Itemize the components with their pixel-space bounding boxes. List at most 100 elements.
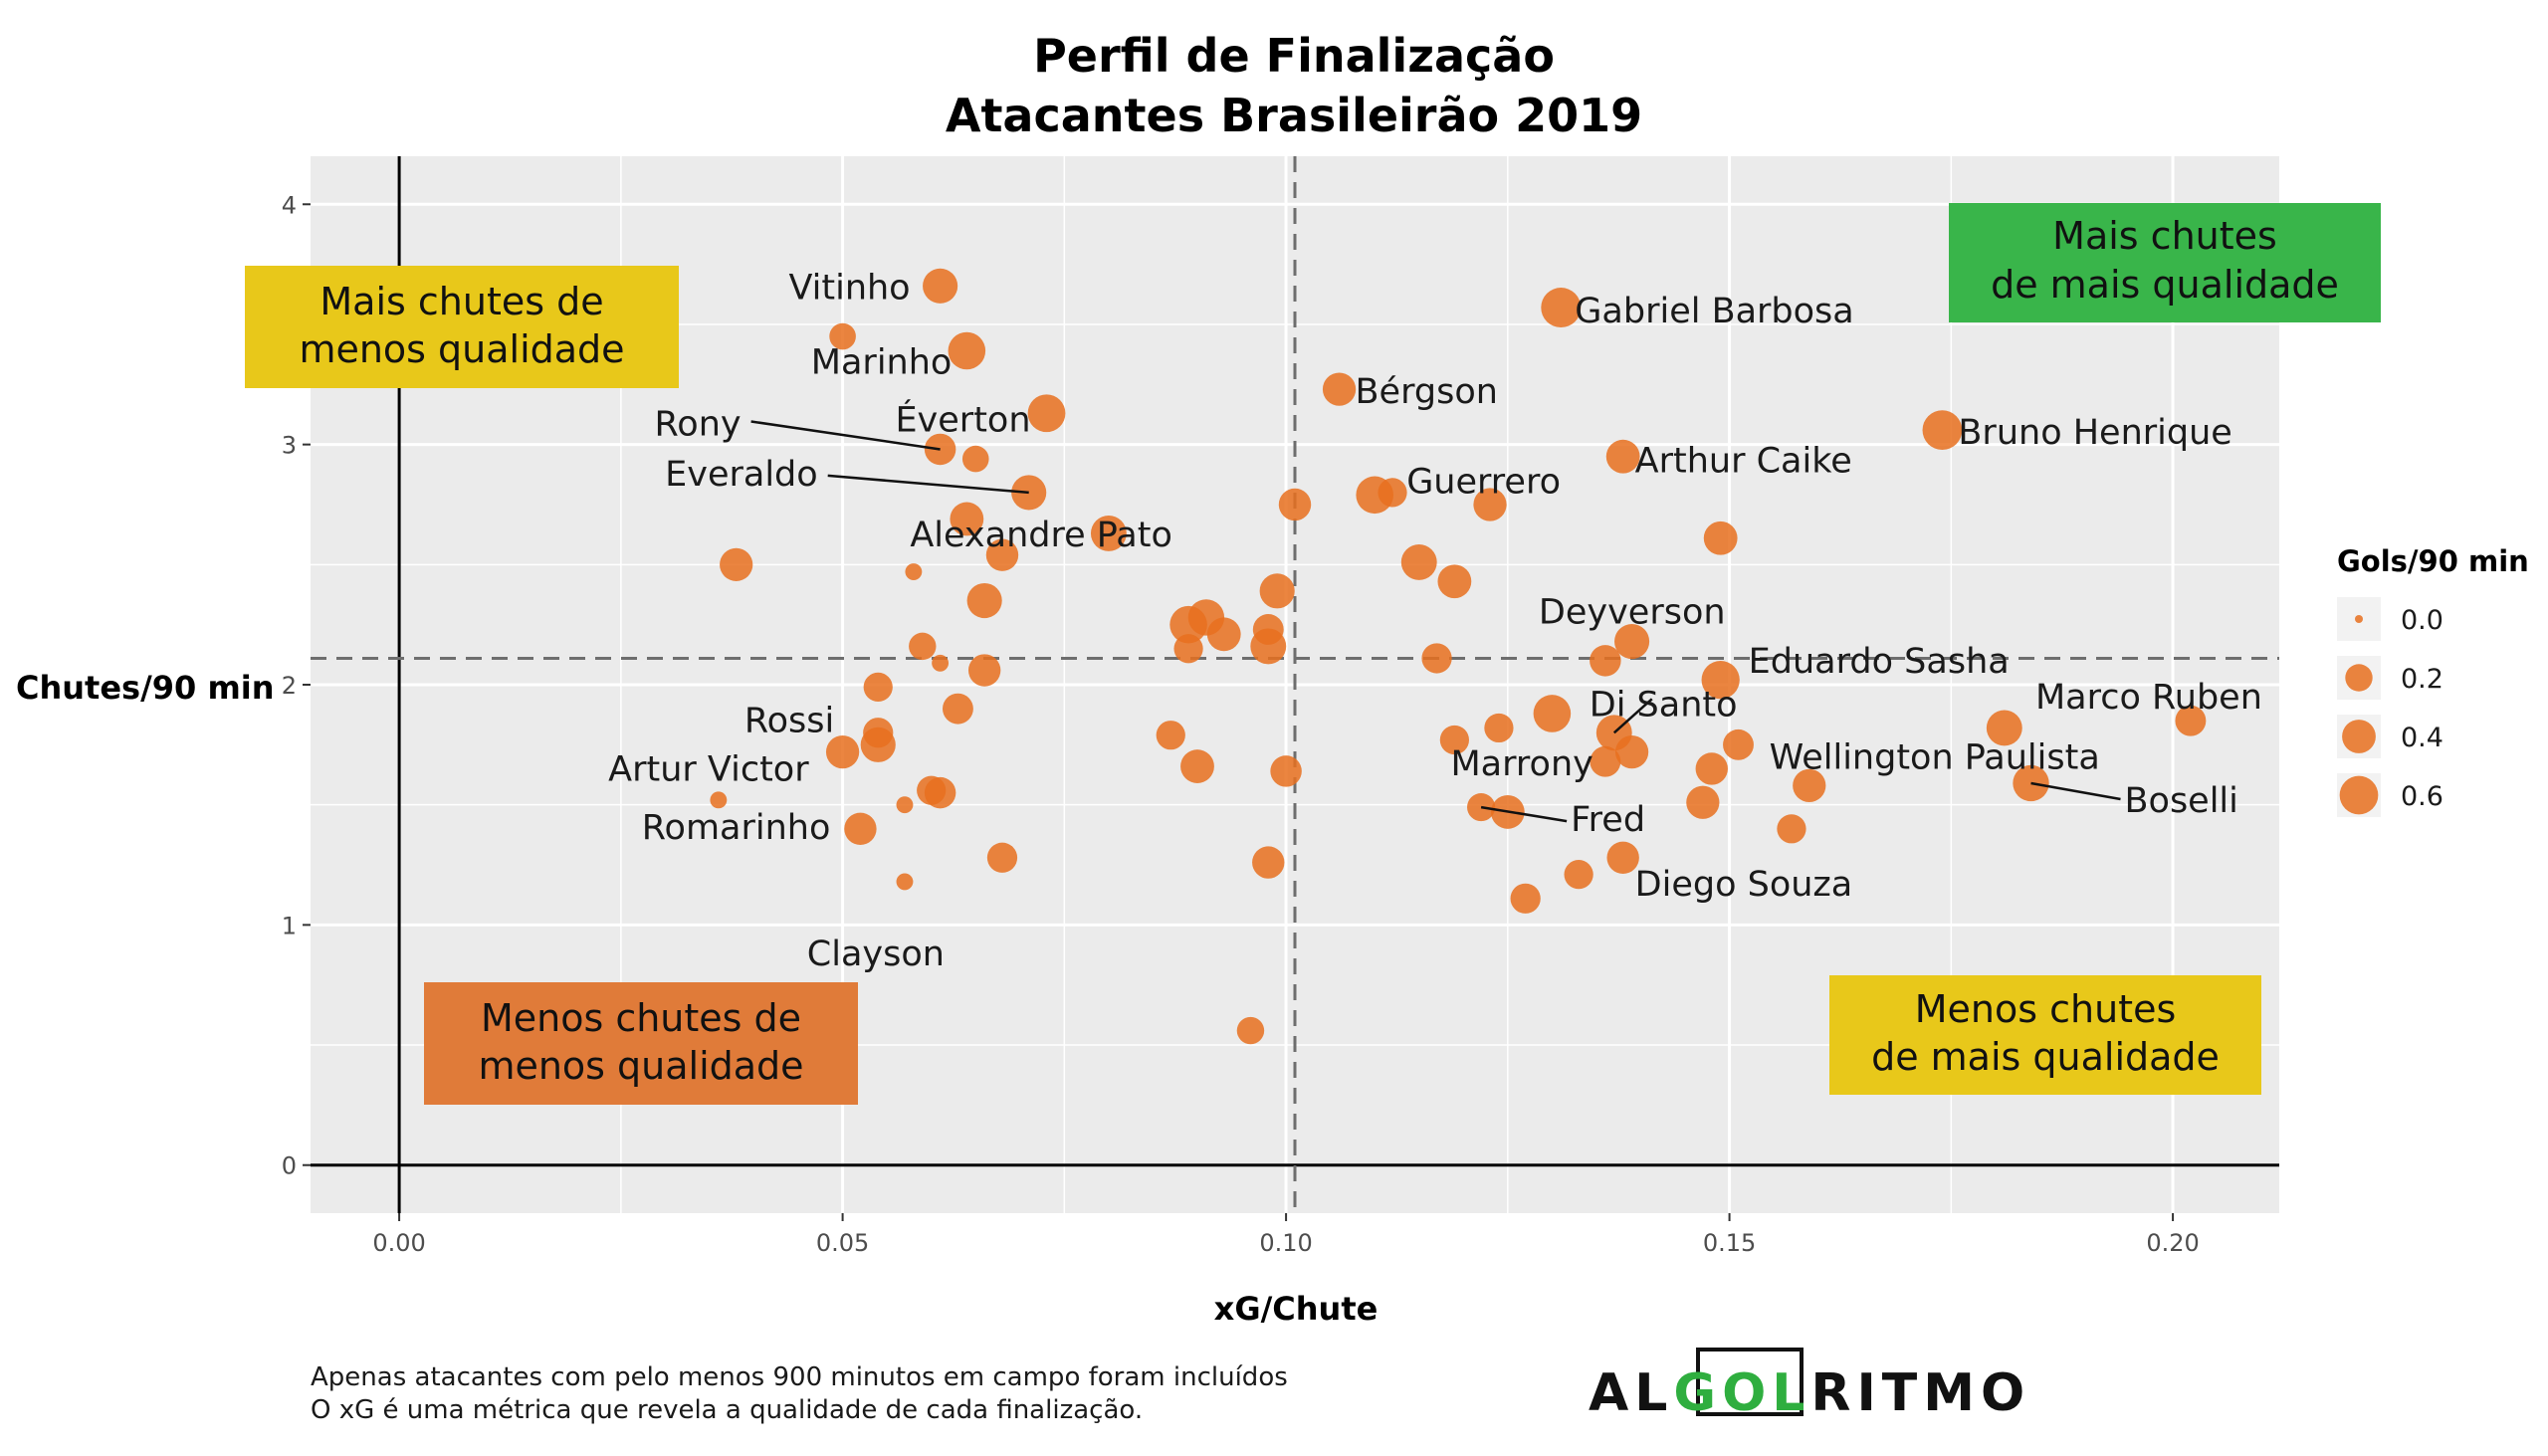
footnote-line2: O xG é uma métrica que revela a qualidad… bbox=[311, 1395, 1143, 1425]
x-tick-label: 0.05 bbox=[816, 1229, 869, 1257]
scatter-point bbox=[1090, 516, 1127, 551]
point-label: Vitinho bbox=[788, 268, 910, 308]
scatter-point bbox=[924, 776, 956, 809]
point-label: Boselli bbox=[2125, 781, 2238, 821]
scatter-point bbox=[1533, 695, 1572, 732]
scatter-point bbox=[1252, 846, 1285, 879]
scatter-point bbox=[2175, 705, 2207, 736]
logo-text: ALGOLRITMO bbox=[1589, 1363, 2030, 1423]
point-label: Di Santo bbox=[1590, 685, 1738, 725]
scatter-point bbox=[720, 547, 753, 581]
point-label: Alexandre Pato bbox=[910, 516, 1172, 555]
quadrant-top-right-line2: de mais qualidade bbox=[1991, 263, 2339, 307]
scatter-point bbox=[1701, 661, 1740, 700]
y-tick-label: 1 bbox=[282, 912, 297, 939]
scatter-point bbox=[1777, 814, 1806, 844]
quadrant-bottom-right: Menos chutes de mais qualidade bbox=[1829, 975, 2261, 1095]
scatter-point bbox=[1156, 721, 1185, 750]
scatter-point bbox=[986, 842, 1018, 873]
x-tick-label: 0.15 bbox=[1703, 1229, 1756, 1257]
scatter-point bbox=[1695, 752, 1728, 785]
scatter-point bbox=[1605, 439, 1640, 474]
scatter-point bbox=[896, 796, 914, 814]
quadrant-bottom-left: Menos chutes de menos qualidade bbox=[424, 982, 858, 1105]
scatter-point bbox=[1723, 728, 1754, 760]
leader-line bbox=[2030, 781, 2121, 801]
legend-label: 0.4 bbox=[2401, 723, 2443, 753]
legend-label: 0.2 bbox=[2401, 664, 2443, 695]
quadrant-top-right-box bbox=[1949, 203, 2381, 322]
point-label: Rossi bbox=[744, 701, 834, 740]
scatter-point bbox=[863, 672, 893, 703]
quadrant-top-left-line1: Mais chutes de bbox=[319, 280, 603, 323]
scatter-point bbox=[1180, 749, 1214, 783]
point-label: Wellington Paulista bbox=[1770, 737, 2100, 777]
scatter-point bbox=[1703, 520, 1738, 555]
logo-goal-frame bbox=[1696, 1348, 1804, 1416]
logo-part2: GOL bbox=[1673, 1363, 1810, 1423]
data-points bbox=[710, 268, 2207, 1045]
point-label: Marco Ruben bbox=[2035, 678, 2262, 718]
scatter-point bbox=[1590, 745, 1621, 777]
chart-title: Perfil de Finalização bbox=[1033, 29, 1555, 83]
point-label: Gabriel Barbosa bbox=[1575, 292, 1853, 331]
point-label: Clayson bbox=[807, 935, 945, 974]
point-label: Romarinho bbox=[642, 808, 831, 848]
chart-subtitle: Atacantes Brasileirão 2019 bbox=[946, 89, 1642, 142]
logo-part3: RITMO bbox=[1810, 1363, 2030, 1423]
legend-items: 0.0 0.2 0.4 0.6 bbox=[2337, 597, 2443, 817]
quadrant-bottom-left-line1: Menos chutes de bbox=[481, 996, 801, 1040]
scatter-point bbox=[961, 445, 989, 473]
scatter-point bbox=[860, 727, 896, 762]
point-label: Deyverson bbox=[1539, 593, 1726, 633]
point-label: Guerrero bbox=[1406, 462, 1561, 502]
scatter-point bbox=[1400, 543, 1437, 580]
scatter-point bbox=[1270, 755, 1302, 787]
leader-line bbox=[827, 474, 1029, 495]
y-tick-label: 0 bbox=[282, 1152, 297, 1180]
x-tick-label: 0.20 bbox=[2146, 1229, 2199, 1257]
legend-label: 0.6 bbox=[2401, 781, 2443, 812]
scatter-point bbox=[1011, 475, 1047, 511]
scatter-point bbox=[896, 873, 914, 891]
legend-title: Gols/90 min bbox=[2337, 544, 2529, 578]
x-tick-label: 0.10 bbox=[1259, 1229, 1312, 1257]
y-tick-label: 4 bbox=[282, 191, 297, 219]
point-label: Artur Victor bbox=[608, 750, 809, 790]
scatter-point bbox=[1027, 394, 1066, 433]
scatter-point bbox=[1173, 634, 1203, 664]
quadrant-bottom-right-line2: de mais qualidade bbox=[1871, 1035, 2220, 1079]
scatter-point bbox=[1986, 710, 2022, 746]
scatter-point bbox=[1322, 372, 1357, 406]
scatter-point bbox=[948, 331, 986, 370]
x-axis-title: xG/Chute bbox=[1214, 1290, 1379, 1328]
scatter-point bbox=[966, 582, 1002, 619]
leader-line bbox=[1612, 698, 1653, 734]
point-label: Marrony bbox=[1450, 744, 1592, 784]
scatter-point bbox=[923, 268, 958, 304]
reference-lines bbox=[311, 156, 2279, 1213]
legend-swatch bbox=[2342, 720, 2376, 753]
scatter-point bbox=[1541, 288, 1582, 328]
scatter-point bbox=[1793, 768, 1826, 802]
point-label: Everaldo bbox=[665, 455, 818, 495]
point-label: Diego Souza bbox=[1635, 865, 1853, 905]
point-label: Arthur Caike bbox=[1635, 442, 1852, 482]
quadrant-bottom-left-box bbox=[424, 982, 858, 1105]
scatter-point bbox=[825, 734, 860, 769]
algoritmo-logo: ALGOLRITMO bbox=[1589, 1348, 2030, 1423]
scatter-point bbox=[1437, 564, 1472, 599]
scatter-point bbox=[1510, 883, 1541, 914]
scatter-point bbox=[1236, 1016, 1265, 1045]
scatter-point bbox=[1169, 605, 1207, 644]
point-label: Éverton bbox=[895, 398, 1030, 440]
scatter-point bbox=[1473, 488, 1507, 521]
scatter-point bbox=[905, 563, 923, 580]
y-tick-label: 3 bbox=[282, 432, 297, 460]
point-labels: Vitinho Gabriel Barbosa Marinho Bérgson Éver… bbox=[608, 268, 2262, 974]
quadrant-top-left-box bbox=[245, 266, 679, 388]
scatter-point bbox=[950, 502, 984, 536]
logo-part1: AL bbox=[1589, 1363, 1673, 1423]
x-tick-label: 0.00 bbox=[372, 1229, 425, 1257]
